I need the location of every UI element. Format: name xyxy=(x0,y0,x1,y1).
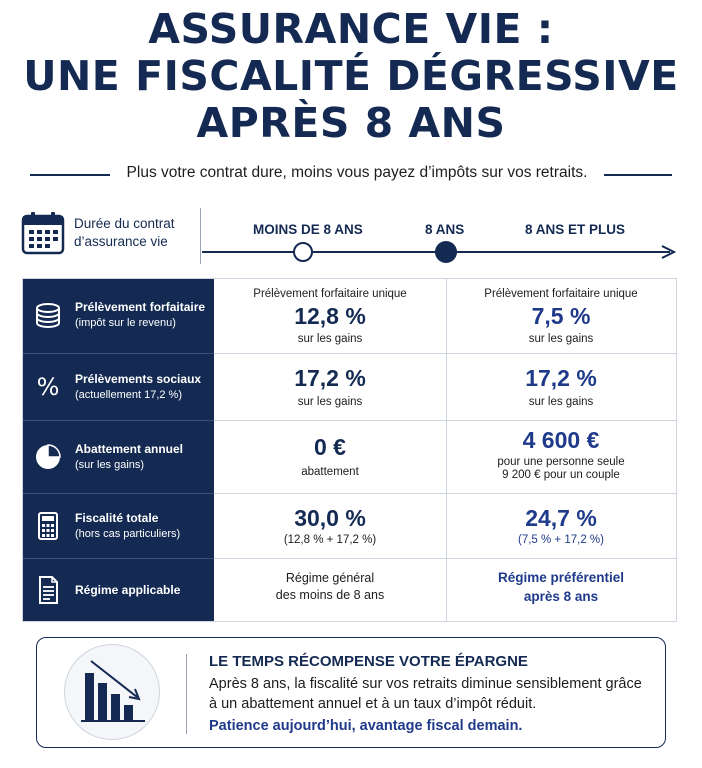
title-line-2: UNE FISCALITÉ DÉGRESSIVE xyxy=(23,52,679,100)
callout-footer: Patience aujourd’hui, avantage fiscal de… xyxy=(209,718,523,734)
row-sublabel: (hors cas particuliers) xyxy=(75,528,181,540)
cell-value: 4 600 € xyxy=(522,427,600,453)
cell-note: pour une personne seule xyxy=(497,456,625,468)
row-sublabel: (sur les gains) xyxy=(75,459,145,471)
row-label: Fiscalité totale xyxy=(75,511,159,525)
cell-8-ans-et-plus: Régime préférentiel après 8 ans xyxy=(446,559,676,621)
row-fiscalite-totale: Fiscalité totale (hors cas particuliers)… xyxy=(23,494,676,558)
cell-value: 30,0 % xyxy=(294,505,366,531)
row-label: Prélèvements sociaux xyxy=(75,372,202,386)
row-header: Régime applicable xyxy=(23,559,214,621)
document-icon xyxy=(39,576,58,604)
row-prelevements-sociaux: % Prélèvements sociaux (actuellement 17,… xyxy=(23,354,676,420)
cell-caption: Prélèvement forfaitaire unique xyxy=(484,288,638,300)
cell-note-2: 9 200 € pour un couple xyxy=(502,469,620,481)
cell-8-ans-et-plus: 24,7 % (7,5 % + 17,2 %) xyxy=(446,494,676,558)
percent-icon: % xyxy=(37,373,60,401)
subtitle-row: Plus votre contrat dure, moins vous paye… xyxy=(0,160,702,190)
timeline-label-line-1: Durée du contrat xyxy=(74,216,175,231)
row-header: Prélèvement forfaitaire (impôt sur le re… xyxy=(23,279,214,353)
subtitle-rule-right xyxy=(604,174,672,176)
timeline-divider xyxy=(200,208,201,264)
row-header: % Prélèvements sociaux (actuellement 17,… xyxy=(23,354,214,420)
timeline-marker-8-years xyxy=(435,241,457,263)
timeline-label: Durée du contrat d’assurance vie xyxy=(74,215,175,251)
timeline-marker-before xyxy=(293,242,313,262)
row-abattement-annuel: Abattement annuel (sur les gains) 0 € ab… xyxy=(23,421,676,493)
cell-note: (12,8 % + 17,2 %) xyxy=(283,534,377,546)
row-separator xyxy=(23,558,676,559)
subtitle-rule-left xyxy=(30,174,110,176)
row-label: Régime applicable xyxy=(75,583,181,597)
title-line-1: ASSURANCE VIE : xyxy=(148,5,554,53)
column-separator xyxy=(446,279,447,621)
phase-8-ans: 8 ANS xyxy=(425,222,465,237)
svg-text:%: % xyxy=(37,373,60,401)
calendar-icon xyxy=(21,212,65,255)
callout-text: Après 8 ans, la fiscalité sur vos retrai… xyxy=(209,676,642,712)
cell-8-ans-et-plus: 4 600 € pour une personne seule 9 200 € … xyxy=(446,421,676,493)
subtitle: Plus votre contrat dure, moins vous paye… xyxy=(126,164,588,181)
cell-moins-8-ans: 17,2 % sur les gains xyxy=(214,354,446,420)
calculator-icon xyxy=(38,512,58,540)
row-separator xyxy=(23,353,676,354)
cell-line-2: des moins de 8 ans xyxy=(275,588,385,602)
title-line-3: APRÈS 8 ANS xyxy=(196,99,506,147)
coins-icon xyxy=(36,303,60,329)
phase-moins-de-8-ans: MOINS DE 8 ANS xyxy=(253,222,363,237)
declining-bar-chart-icon xyxy=(81,660,145,722)
cell-value: 17,2 % xyxy=(294,365,366,391)
page-title: ASSURANCE VIE : UNE FISCALITÉ DÉGRESSIVE… xyxy=(0,6,702,147)
callout-divider xyxy=(186,654,187,734)
cell-moins-8-ans: 30,0 % (12,8 % + 17,2 %) xyxy=(214,494,446,558)
row-sublabel: (actuellement 17,2 %) xyxy=(75,389,182,401)
cell-moins-8-ans: Régime général des moins de 8 ans xyxy=(214,559,446,621)
arrow-right-icon xyxy=(661,245,676,259)
timeline: Durée du contrat d’assurance vie MOINS D… xyxy=(20,208,680,268)
cell-value: 24,7 % xyxy=(525,505,597,531)
cell-note: (7,5 % + 17,2 %) xyxy=(518,534,604,546)
row-header: Fiscalité totale (hors cas particuliers) xyxy=(23,494,214,558)
row-sublabel: (impôt sur le revenu) xyxy=(75,317,176,329)
cell-line-1: Régime général xyxy=(285,571,375,585)
cell-moins-8-ans: Prélèvement forfaitaire unique 12,8 % su… xyxy=(214,279,446,353)
cell-moins-8-ans: 0 € abattement xyxy=(214,421,446,493)
row-label: Prélèvement forfaitaire xyxy=(75,300,206,314)
row-header: Abattement annuel (sur les gains) xyxy=(23,421,214,493)
cell-note: sur les gains xyxy=(528,396,594,408)
callout-title: LE TEMPS RÉCOMPENSE VOTRE ÉPARGNE xyxy=(209,653,528,670)
row-separator xyxy=(23,493,676,494)
cell-8-ans-et-plus: 17,2 % sur les gains xyxy=(446,354,676,420)
cell-note: abattement xyxy=(301,466,359,478)
cell-line-2: après 8 ans xyxy=(523,589,599,604)
cell-note: sur les gains xyxy=(297,396,363,408)
cell-8-ans-et-plus: Prélèvement forfaitaire unique 7,5 % sur… xyxy=(446,279,676,353)
pie-chart-icon xyxy=(36,444,61,469)
cell-value: 17,2 % xyxy=(525,365,597,391)
cell-line-1: Régime préférentiel xyxy=(497,570,625,585)
comparison-table: Prélèvement forfaitaire (impôt sur le re… xyxy=(22,278,677,622)
row-separator xyxy=(23,420,676,421)
cell-value: 7,5 % xyxy=(531,303,591,329)
timeline-label-line-2: d’assurance vie xyxy=(74,234,168,249)
cell-note: sur les gains xyxy=(528,333,594,345)
cell-caption: Prélèvement forfaitaire unique xyxy=(253,288,407,300)
cell-note: sur les gains xyxy=(297,333,363,345)
phase-8-ans-et-plus: 8 ANS ET PLUS xyxy=(525,222,626,237)
row-regime-applicable: Régime applicable Régime général des moi… xyxy=(23,559,676,621)
row-prelevement-forfaitaire: Prélèvement forfaitaire (impôt sur le re… xyxy=(23,279,676,353)
cell-value: 0 € xyxy=(314,434,346,460)
callout-icon-circle xyxy=(64,644,160,740)
callout-box: LE TEMPS RÉCOMPENSE VOTRE ÉPARGNE Après … xyxy=(36,637,666,748)
cell-value: 12,8 % xyxy=(294,303,366,329)
row-label: Abattement annuel xyxy=(75,442,184,456)
